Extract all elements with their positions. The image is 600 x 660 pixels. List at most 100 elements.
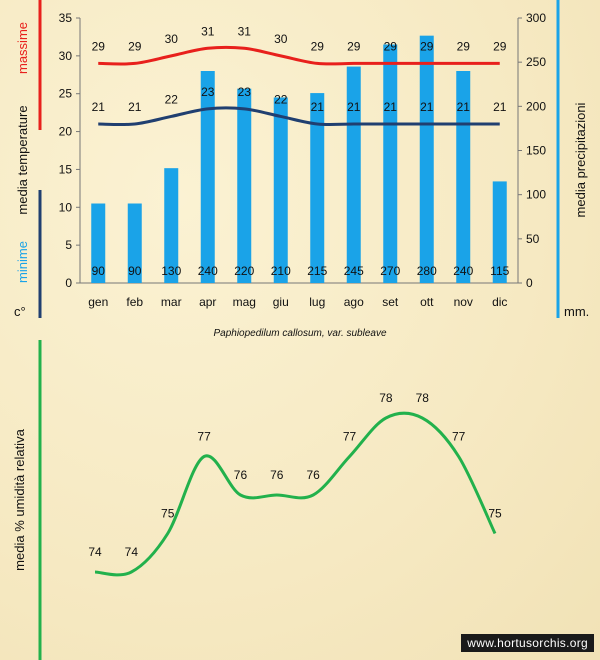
temperature-unit: c° <box>14 304 26 319</box>
right-tick-label: 150 <box>526 144 546 158</box>
precip-data-label: 240 <box>198 264 218 278</box>
humidity-line <box>94 411 497 577</box>
chart-caption: Paphiopedilum callosum, var. subleave <box>213 328 386 339</box>
min-temp-data-label: 21 <box>347 100 361 114</box>
left-tick-label: 5 <box>65 238 72 252</box>
max-temp-data-label: 29 <box>92 39 106 53</box>
month-label: mag <box>233 295 256 309</box>
max-temp-data-label: 29 <box>457 39 471 53</box>
humidity-data-label: 76 <box>307 468 321 482</box>
max-temp-data-label: 30 <box>274 32 288 46</box>
precip-data-label: 210 <box>271 264 291 278</box>
precip-data-label: 215 <box>307 264 327 278</box>
min-temp-data-label: 21 <box>420 100 434 114</box>
left-tick-label: 30 <box>59 49 73 63</box>
max-temp-data-label: 29 <box>384 39 398 53</box>
temperature-axis-title: media temperature <box>15 105 30 214</box>
min-temp-data-label: 23 <box>201 85 215 99</box>
left-tick-label: 35 <box>59 11 73 25</box>
humidity-data-label: 77 <box>452 430 466 444</box>
precip-bar <box>310 93 325 283</box>
precip-data-label: 115 <box>490 264 509 278</box>
min-temp-data-label: 22 <box>165 92 179 106</box>
min-temp-data-label: 23 <box>238 85 252 99</box>
precip-data-label: 240 <box>453 264 473 278</box>
right-tick-label: 100 <box>526 188 546 202</box>
min-temp-data-label: 21 <box>311 100 325 114</box>
month-label: gen <box>88 295 108 309</box>
month-label: apr <box>199 295 216 309</box>
precip-bar <box>164 168 179 283</box>
month-label: mar <box>161 295 182 309</box>
precip-bar <box>200 71 215 283</box>
precip-axis-title: media precipitazioni <box>573 102 588 217</box>
max-temp-data-label: 29 <box>420 39 434 53</box>
temperature-precipitation-chart: massime media temperature minime media prec… <box>14 0 589 339</box>
max-temp-data-label: 30 <box>165 32 179 46</box>
humidity-data-label: 74 <box>125 545 139 559</box>
right-tick-label: 250 <box>526 55 546 69</box>
humidity-axis-title: media % umidità relativa <box>12 428 27 570</box>
precip-bar <box>91 203 106 283</box>
max-temp-data-label: 31 <box>201 24 215 38</box>
humidity-data-label: 74 <box>88 545 102 559</box>
precip-data-label: 90 <box>92 264 106 278</box>
humidity-data-label: 77 <box>197 430 211 444</box>
right-tick-label: 200 <box>526 99 546 113</box>
min-temp-data-label: 21 <box>128 100 142 114</box>
max-temp-data-label: 29 <box>493 39 507 53</box>
min-temp-data-label: 21 <box>493 100 507 114</box>
left-tick-label: 15 <box>59 162 73 176</box>
month-label: lug <box>309 295 325 309</box>
watermark: www.hortusorchis.org <box>461 634 594 652</box>
precip-data-label: 280 <box>417 264 437 278</box>
max-temp-data-label: 31 <box>238 24 252 38</box>
humidity-data-label: 76 <box>234 468 248 482</box>
month-label: ago <box>344 295 364 309</box>
left-tick-label: 0 <box>65 276 72 290</box>
precip-bar <box>346 66 361 283</box>
precip-bar <box>492 181 507 283</box>
min-temp-axis-label: minime <box>15 241 30 283</box>
left-tick-label: 25 <box>59 87 73 101</box>
month-label: giu <box>273 295 289 309</box>
max-temp-line <box>98 45 500 66</box>
humidity-data-label: 78 <box>416 391 430 405</box>
month-label: set <box>382 295 399 309</box>
humidity-data-label: 75 <box>161 507 175 521</box>
min-temp-data-label: 21 <box>92 100 106 114</box>
precip-bar <box>273 97 288 283</box>
precip-data-label: 90 <box>128 264 142 278</box>
precip-bar <box>127 203 142 283</box>
left-tick-label: 20 <box>59 125 73 139</box>
precip-data-label: 130 <box>161 264 181 278</box>
max-temp-data-label: 29 <box>347 39 361 53</box>
right-tick-label: 0 <box>526 276 533 290</box>
precip-unit: mm. <box>564 304 589 319</box>
min-temp-data-label: 22 <box>274 92 288 106</box>
precip-data-label: 245 <box>344 264 364 278</box>
humidity-data-label: 75 <box>488 507 502 521</box>
humidity-chart: media % umidità relativa 74 74 75 77 76 76 76 77… <box>12 340 502 660</box>
right-tick-label: 300 <box>526 11 546 25</box>
min-temp-line <box>98 106 500 127</box>
precip-bar <box>237 88 252 284</box>
max-temp-data-label: 29 <box>311 39 325 53</box>
precip-bar <box>383 44 398 283</box>
precip-data-label: 270 <box>380 264 400 278</box>
month-label: dic <box>492 295 507 309</box>
min-temp-data-label: 21 <box>457 100 471 114</box>
left-tick-label: 10 <box>59 200 73 214</box>
month-label: nov <box>454 295 473 309</box>
max-temp-axis-label: massime <box>15 22 30 74</box>
min-temp-data-label: 21 <box>384 100 398 114</box>
precip-bar <box>419 35 434 283</box>
precip-data-label: 220 <box>234 264 254 278</box>
right-tick-label: 50 <box>526 232 540 246</box>
humidity-data-label: 76 <box>270 468 284 482</box>
max-temp-data-label: 29 <box>128 39 142 53</box>
month-label: ott <box>420 295 434 309</box>
month-label: feb <box>126 295 143 309</box>
humidity-data-label: 78 <box>379 391 393 405</box>
